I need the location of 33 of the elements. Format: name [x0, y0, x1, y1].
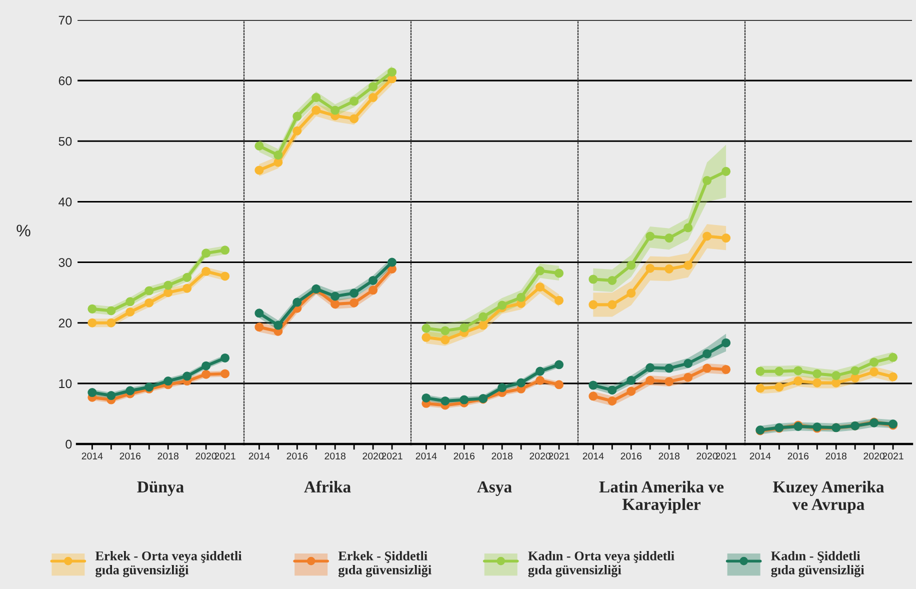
x-tick-label: 2016: [120, 452, 141, 460]
y-axis-title: %: [16, 224, 30, 236]
x-axis-title: Dünya: [137, 481, 184, 496]
x-axis-title: Kuzey Amerika ve Avrupa: [773, 480, 884, 514]
x-axis-title: Afrika: [304, 480, 351, 493]
x-tick-label: 2014: [582, 452, 604, 460]
x-tick-label: 2014: [248, 452, 270, 460]
legend-label: Erkek - Şiddetli gıda güvensizliği: [338, 551, 432, 578]
x-tick-label: 2016: [788, 452, 809, 460]
x-axis-title: Latin Amerika ve Karayipler: [599, 480, 724, 514]
x-tick-label: 2014: [82, 452, 103, 460]
legend-label: Erkek - Orta veya şiddetli gıda güvensizliği: [95, 551, 242, 578]
y-tick-label: 10: [59, 379, 72, 388]
y-tick-label: 70: [58, 16, 72, 25]
y-tick-label: 60: [58, 76, 72, 86]
x-tick-label: 2018: [658, 452, 680, 460]
legend-label: Kadın - Orta veya şiddetli gıda güvensizliği: [528, 551, 674, 578]
y-tick-label: 0: [66, 440, 72, 449]
x-tick-label: 2016: [620, 452, 642, 460]
x-axis-title: Asya: [477, 481, 512, 496]
x-tick-label: 2014: [416, 452, 437, 460]
legend-label: Kadın - Şiddetli gıda güvensizliği: [771, 551, 864, 578]
y-tick-label: 30: [58, 258, 72, 267]
y-tick-label: 50: [58, 136, 72, 146]
x-tick-label: 2016: [454, 452, 475, 460]
x-tick-label: 2018: [158, 452, 178, 460]
x-tick-label: 2018: [492, 452, 512, 460]
x-tick-label: 2018: [826, 452, 846, 460]
x-tick-label: 2014: [750, 452, 771, 460]
x-tick-label: 2018: [324, 452, 346, 460]
x-tick-label: 2016: [286, 452, 308, 460]
y-tick-label: 40: [58, 198, 72, 206]
y-tick-label: 20: [58, 318, 72, 328]
